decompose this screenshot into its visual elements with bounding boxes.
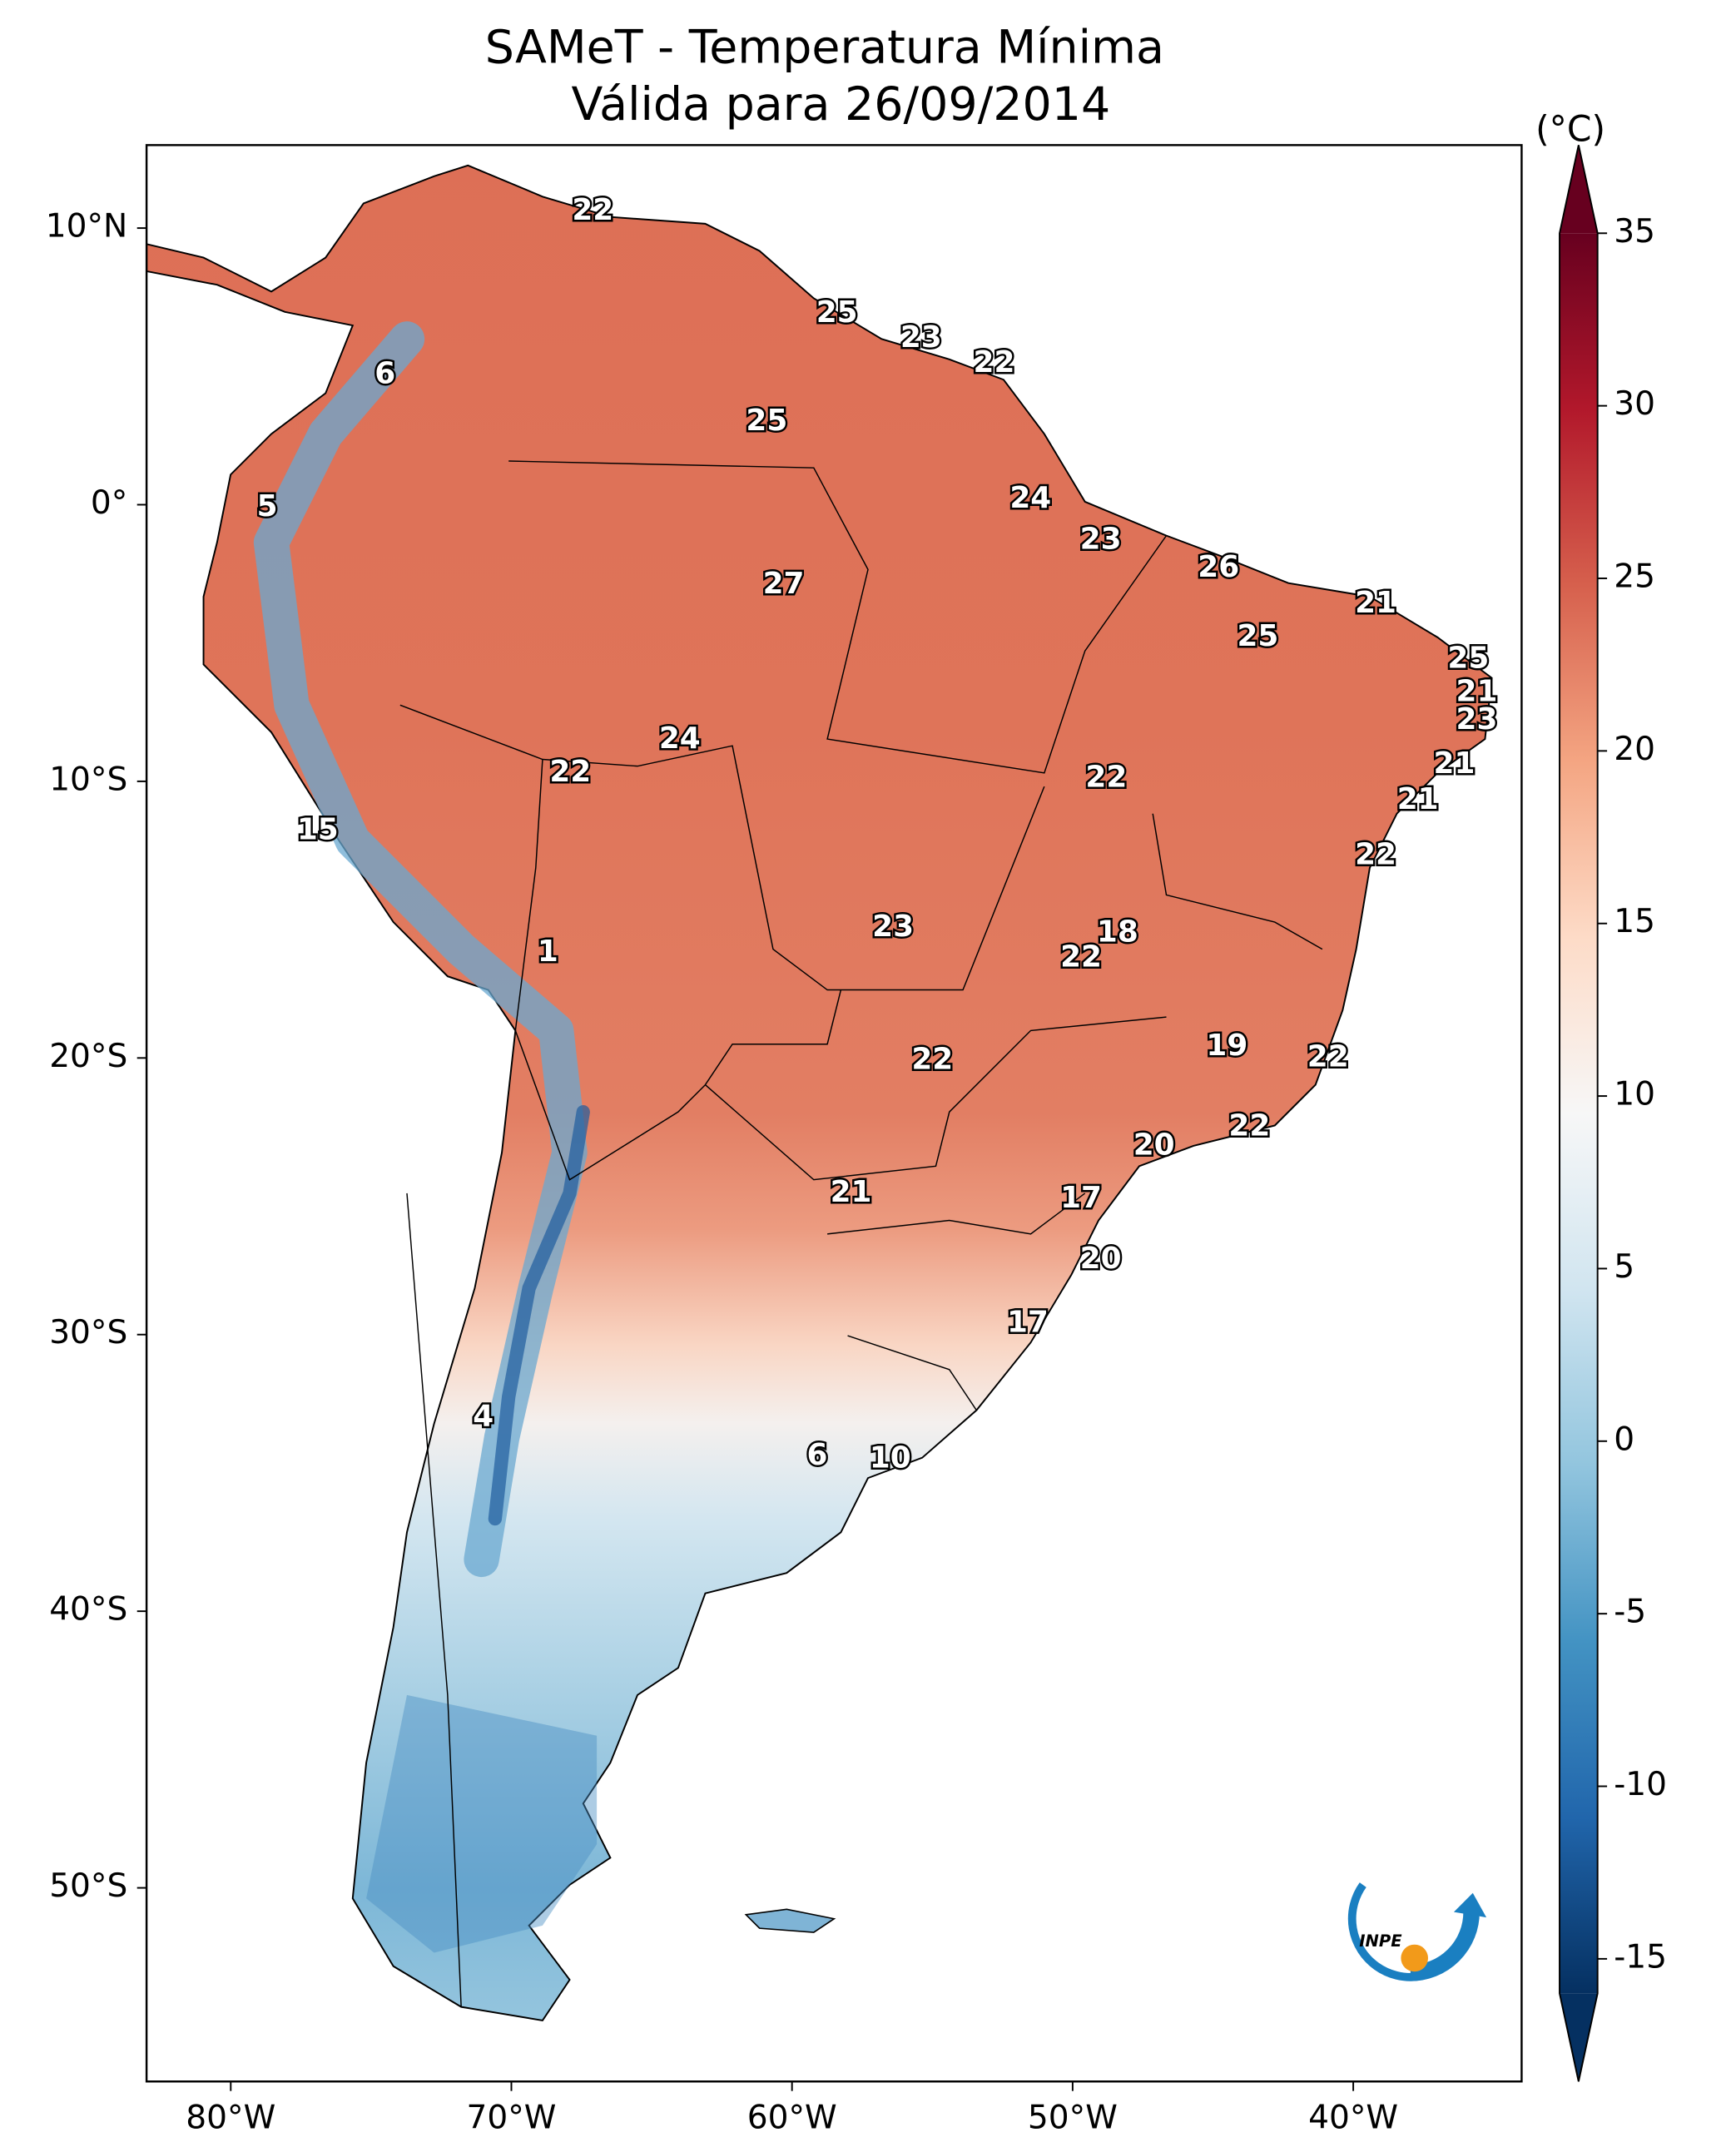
map-title: SAMeT - Temperatura Mínima xyxy=(485,21,1164,74)
station-label: 23 xyxy=(872,910,914,944)
station-label: 22 xyxy=(911,1043,953,1077)
x-tick-label: 70°W xyxy=(467,2099,557,2136)
y-tick-label: 50°S xyxy=(49,1867,127,1905)
station-label: 5 xyxy=(257,489,278,523)
colorbar xyxy=(1560,233,1598,1994)
colorbar-tick-label: 25 xyxy=(1614,558,1655,595)
station-label: 20 xyxy=(1133,1128,1175,1163)
borders xyxy=(399,460,1323,2007)
map-frame xyxy=(145,144,1523,2083)
station-label: 23 xyxy=(900,320,942,355)
station-label: 22 xyxy=(1085,761,1127,795)
continent xyxy=(146,164,1493,2022)
colorbar-tick-label: 20 xyxy=(1614,731,1655,768)
colorbar-tick-label: -15 xyxy=(1614,1938,1667,1976)
map-subtitle: Válida para 26/09/2014 xyxy=(572,78,1111,131)
station-label: 22 xyxy=(572,193,613,227)
station-label: 22 xyxy=(1228,1108,1270,1143)
colorbar-tick-label: 5 xyxy=(1614,1248,1634,1286)
station-label: 21 xyxy=(1456,675,1498,709)
station-label: 25 xyxy=(816,295,858,330)
station-label: 27 xyxy=(763,567,805,601)
x-tick-label: 60°W xyxy=(747,2099,837,2136)
colorbar-tick-label: 0 xyxy=(1614,1421,1634,1458)
colorbar-tick-label: 35 xyxy=(1614,213,1655,250)
station-label: 26 xyxy=(1198,550,1239,584)
colorbar-extend-min xyxy=(1560,1993,1598,2082)
station-label: 4 xyxy=(473,1399,494,1433)
tierra-del-fuego xyxy=(744,1908,836,1933)
station-label: 15 xyxy=(297,813,339,847)
station-label: 10 xyxy=(870,1440,911,1475)
station-label: 6 xyxy=(807,1438,828,1472)
station-label: 22 xyxy=(1307,1039,1349,1074)
logo-dot xyxy=(1401,1944,1428,1972)
y-tick-label: 10°N xyxy=(46,208,128,245)
colorbar-tick-label: 10 xyxy=(1614,1076,1655,1113)
station-label: 25 xyxy=(1447,642,1489,676)
y-tick-label: 0° xyxy=(91,484,127,522)
station-label: 22 xyxy=(1355,838,1396,872)
station-label: 25 xyxy=(746,404,787,438)
station-label: 21 xyxy=(831,1175,872,1209)
station-label: 21 xyxy=(1397,782,1439,816)
x-tick-label: 40°W xyxy=(1308,2099,1398,2136)
station-label: 21 xyxy=(1434,746,1476,781)
station-label: 24 xyxy=(659,721,701,756)
inpe-logo: INPE xyxy=(1347,1882,1487,1981)
station-label: 22 xyxy=(974,345,1015,379)
station-label: 1 xyxy=(538,935,558,969)
y-tick-label: 20°S xyxy=(49,1038,127,1075)
logo-text: INPE xyxy=(1359,1931,1402,1951)
station-label: 6 xyxy=(374,356,395,390)
y-tick-label: 30°S xyxy=(49,1314,127,1351)
x-tick-label: 50°W xyxy=(1028,2099,1118,2136)
x-tick-label: 80°W xyxy=(186,2099,275,2136)
colorbar-tick-label: 30 xyxy=(1614,385,1655,423)
land-layer xyxy=(146,164,1493,2022)
station-label: 20 xyxy=(1080,1242,1122,1276)
station-label: 22 xyxy=(549,755,591,789)
station-label: 17 xyxy=(1007,1305,1049,1339)
station-label: 18 xyxy=(1097,915,1138,950)
andes-core xyxy=(488,1105,590,1526)
patagonia-cold xyxy=(366,1694,598,1953)
logo-swoosh xyxy=(1410,1912,1480,1981)
station-label: 23 xyxy=(1456,702,1498,736)
station-label: 22 xyxy=(1060,940,1102,974)
colorbar-tick-label: 15 xyxy=(1614,903,1655,940)
station-label: 25 xyxy=(1238,619,1279,653)
colorbar-outline xyxy=(1559,145,1599,2082)
colorbar-extend-max xyxy=(1560,145,1598,234)
colorbar-unit: (°C) xyxy=(1535,109,1605,150)
station-label: 19 xyxy=(1206,1029,1247,1063)
station-label: 23 xyxy=(1080,523,1122,557)
colorbar-tick-label: -10 xyxy=(1614,1766,1667,1803)
station-label: 24 xyxy=(1009,481,1051,515)
y-tick-label: 10°S xyxy=(49,761,127,798)
y-tick-label: 40°S xyxy=(49,1591,127,1629)
logo-arrow xyxy=(1453,1892,1487,1918)
station-label: 21 xyxy=(1355,586,1396,620)
station-label: 17 xyxy=(1060,1181,1102,1215)
colorbar-tick-label: -5 xyxy=(1614,1594,1646,1631)
